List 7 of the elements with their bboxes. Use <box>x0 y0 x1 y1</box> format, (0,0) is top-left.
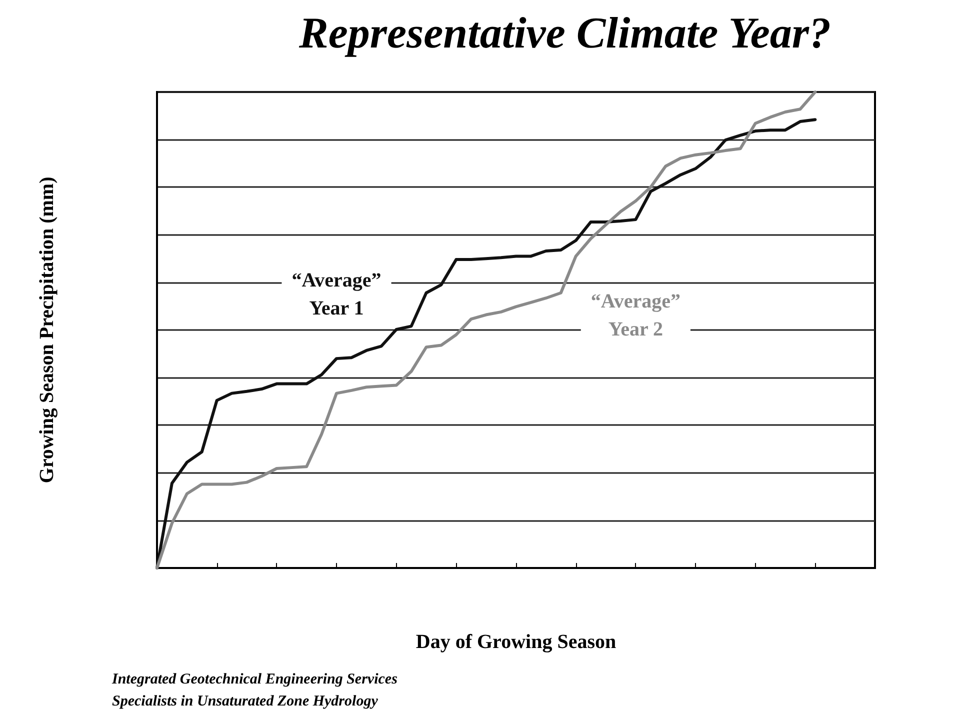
series-label: “Average” Year 1 <box>292 269 382 320</box>
chart-title: Representative Climate Year? <box>298 8 832 58</box>
series-label: “Average” Year 2 <box>590 290 680 341</box>
text: Integrated Geotechnical Engineering Services <box>111 672 398 688</box>
y-axis-title: Growing Season Precipitation (mm) <box>36 176 58 484</box>
x-axis-title: Day of Growing Season <box>416 631 616 653</box>
text: Specialists in Unsaturated Zone Hydrology <box>112 694 378 710</box>
